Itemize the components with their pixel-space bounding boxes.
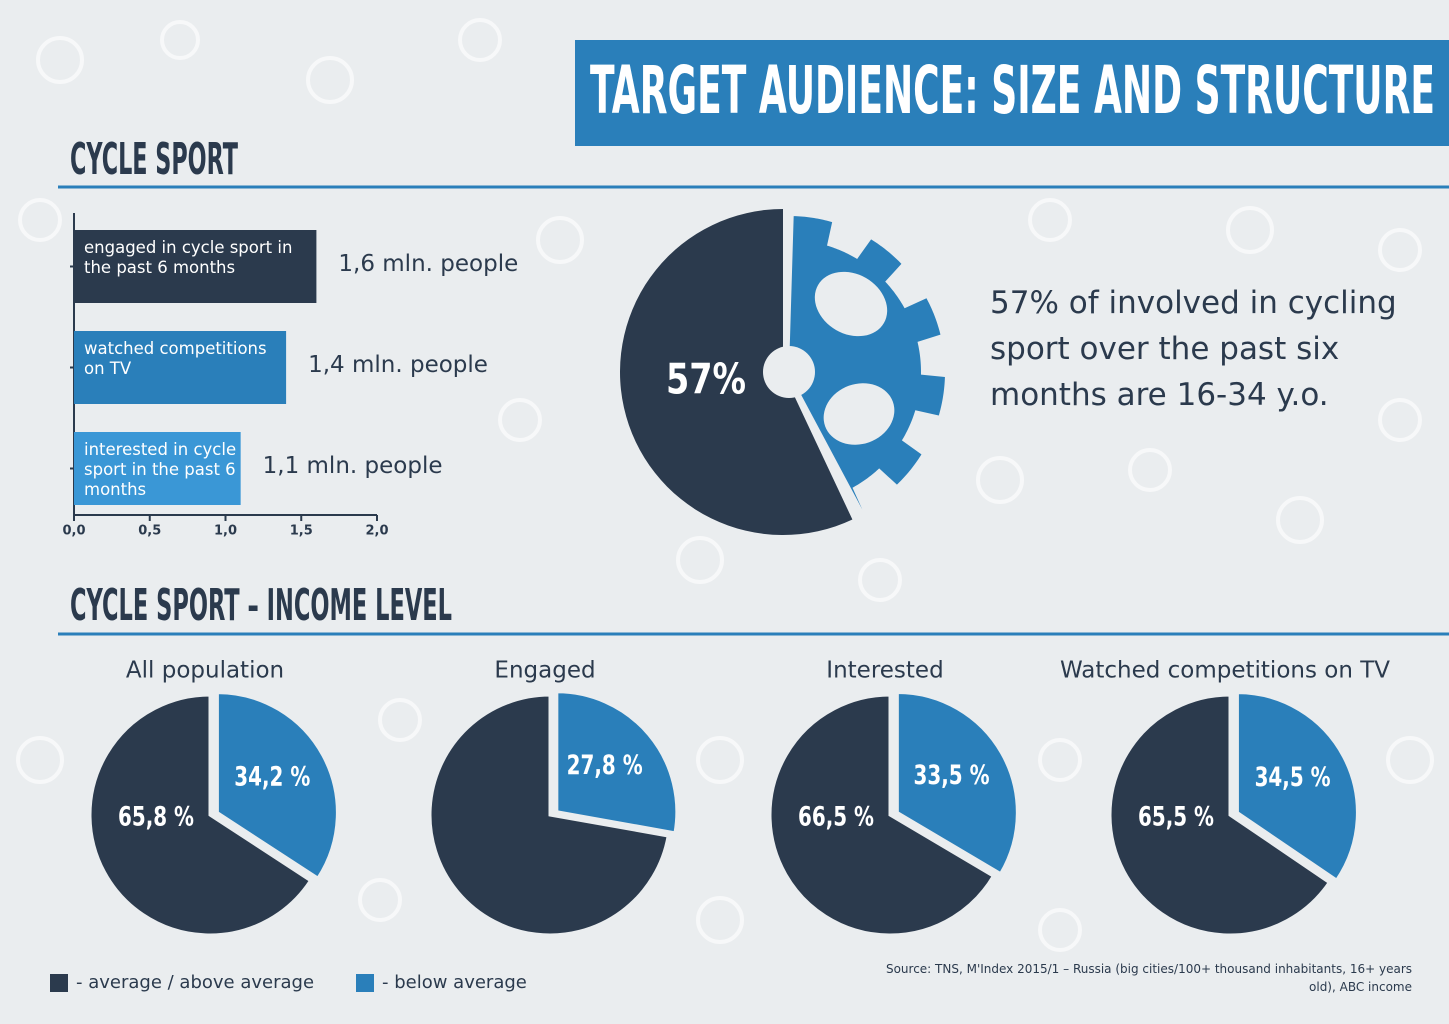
bar-category-label-box: interested in cycle sport in the past 6 … [84, 440, 237, 499]
pie-slice [555, 690, 679, 835]
pie-slice [768, 693, 996, 937]
pie-title: All population [126, 658, 284, 684]
bar-category-label: interested in cycle sport in the past 6 … [84, 440, 237, 499]
x-tick-label: 1,5 [290, 524, 313, 539]
source-box: Source: TNS, M'Index 2015/1 – Russia (bi… [885, 962, 1412, 994]
legend-swatch [50, 974, 68, 992]
value-label: 65,8 % [118, 802, 194, 833]
pie-slice [428, 693, 670, 937]
value-label: 34,5 % [1255, 762, 1331, 793]
pie-slice [88, 693, 313, 937]
gear-hub [763, 346, 815, 398]
bar-category-label: watched competitions on TV [84, 339, 267, 378]
background-pattern [16, 18, 1434, 952]
pie-slice [895, 691, 1019, 876]
value-label: 65,5 % [1138, 802, 1214, 833]
legend-swatch [356, 974, 374, 992]
x-tick-label: 2,0 [365, 524, 388, 539]
pie-slice [215, 691, 339, 881]
section-title: CYCLE SPORT [70, 134, 238, 185]
annotation: 57% of involved in cycling sport over th… [990, 285, 1397, 413]
x-tick-label: 1,0 [214, 524, 237, 539]
legend-label: - below average [382, 972, 527, 993]
annotation-box: 57% of involved in cycling sport over th… [990, 285, 1397, 413]
x-tick-label: 0,0 [62, 524, 85, 539]
value-label: 66,5 % [798, 802, 874, 833]
value-label: 57% [666, 355, 746, 404]
pie-title: Watched competitions on TV [1060, 658, 1390, 684]
value-label: 34,2 % [234, 761, 310, 792]
value-label: 27,8 % [567, 750, 643, 781]
bar [74, 331, 287, 404]
value-label: 1,6 mln. people [338, 251, 518, 277]
value-label: 1,4 mln. people [308, 352, 488, 378]
pie-title: Engaged [494, 658, 595, 684]
pie-title: Interested [826, 658, 943, 684]
bar-category-label-box: watched competitions on TV [84, 339, 267, 378]
x-tick-label: 0,5 [138, 524, 161, 539]
bar-category-label-box: engaged in cycle sport in the past 6 mon… [84, 238, 293, 277]
pie-slice [1108, 693, 1332, 937]
source-note: Source: TNS, M'Index 2015/1 – Russia (bi… [885, 962, 1412, 994]
legend-label: - average / above average [76, 972, 314, 993]
bar-category-label: engaged in cycle sport in the past 6 mon… [84, 238, 293, 277]
title-banner [575, 40, 1449, 146]
section-title: CYCLE SPORT – INCOME LEVEL [70, 580, 452, 631]
page-title: TARGET AUDIENCE: SIZE AND STRUCTURE [590, 52, 1435, 129]
bar [74, 230, 317, 303]
pie-slice [620, 209, 853, 535]
pie-slice [1235, 691, 1359, 883]
bar [74, 432, 241, 505]
value-label: 33,5 % [914, 760, 990, 791]
gear-hole [823, 383, 895, 445]
value-label: 1,1 mln. people [263, 453, 443, 479]
gear-hole [814, 271, 888, 337]
